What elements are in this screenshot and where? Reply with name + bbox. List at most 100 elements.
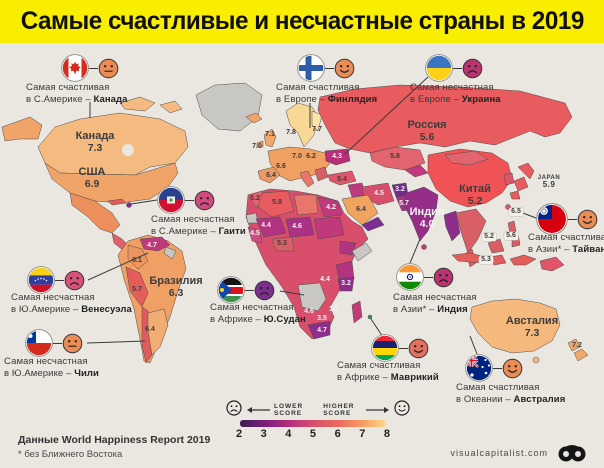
sad-face-icon bbox=[433, 267, 454, 287]
legend-tick: 5 bbox=[309, 428, 317, 440]
callout-venezuela-label: Самая несчастная в Ю.Америке – Венесуэла bbox=[11, 292, 132, 315]
callout-taiwan bbox=[536, 203, 598, 235]
callout-haiti-label: Самая несчастная в С.Америке – Гаити bbox=[151, 214, 246, 237]
region-china bbox=[427, 148, 513, 208]
region-italy bbox=[299, 170, 315, 188]
region-ukraine bbox=[324, 148, 351, 166]
region-greenland bbox=[195, 82, 263, 132]
title-bar: Самые счастливые и несчастные страны в 2… bbox=[0, 0, 604, 43]
india-flag-icon bbox=[396, 263, 424, 291]
callout-chile bbox=[25, 329, 83, 357]
mauritius-flag-icon bbox=[371, 334, 399, 362]
flag-face-connector bbox=[493, 367, 502, 369]
ssudan-flag-icon bbox=[217, 276, 245, 304]
flag-face-connector bbox=[185, 199, 194, 201]
right-arrow-icon bbox=[366, 401, 390, 419]
legend-higher-label: HIGHER SCORE bbox=[323, 403, 355, 417]
region-mongolia bbox=[444, 150, 489, 166]
callout-south-sudan-label: Самая несчастная в Африке – Ю.Судан bbox=[210, 302, 306, 325]
happy-face-icon bbox=[334, 58, 355, 78]
legend-gradient-bar bbox=[240, 420, 386, 427]
left-arrow-icon bbox=[246, 401, 270, 419]
ukraine-flag-icon bbox=[425, 54, 453, 82]
continent-south-america bbox=[117, 234, 187, 364]
continent-north-america bbox=[1, 96, 189, 252]
region-sudan bbox=[313, 216, 345, 240]
sad-face-icon bbox=[64, 270, 85, 290]
region-indochina bbox=[455, 208, 487, 254]
visual-capitalist-logo-icon bbox=[554, 437, 590, 468]
region-tanzania bbox=[337, 276, 355, 292]
callout-chile-label: Самая несчастная в Ю.Америке – Чили bbox=[4, 356, 99, 379]
continent-oceania bbox=[469, 298, 589, 364]
region-argentina bbox=[147, 308, 169, 356]
happy-face-icon bbox=[62, 333, 83, 353]
legend-tick: 3 bbox=[260, 428, 267, 440]
finland-flag-icon bbox=[297, 54, 325, 82]
region-india bbox=[403, 186, 439, 242]
callout-haiti bbox=[157, 186, 215, 214]
flag-face-connector bbox=[55, 279, 64, 281]
region-south-africa bbox=[307, 320, 331, 340]
legend-row: LOWER SCORE HIGHER SCORE bbox=[226, 399, 410, 421]
region-finland bbox=[311, 110, 323, 132]
region-nigeria bbox=[271, 236, 295, 252]
legend-tick: 6 bbox=[334, 428, 341, 440]
legend-scale-ticks: 2 3 4 5 6 7 8 bbox=[236, 428, 390, 440]
region-turkey bbox=[327, 170, 357, 186]
callout-ukraine-label: Самая несчастная в Европе – Украина bbox=[410, 82, 501, 105]
callout-mauritius-label: Самая счастливая в Африке – Маврикий bbox=[337, 360, 439, 383]
region-taiwan bbox=[505, 204, 511, 210]
sad-face-icon bbox=[462, 58, 483, 78]
region-indonesia bbox=[451, 252, 487, 264]
chile-flag-icon bbox=[25, 329, 53, 357]
region-spain bbox=[257, 166, 281, 184]
flag-face-connector bbox=[424, 276, 433, 278]
region-haiti bbox=[126, 202, 132, 208]
callout-finland bbox=[297, 54, 355, 82]
flag-face-connector bbox=[325, 67, 334, 69]
region-australia bbox=[469, 298, 561, 354]
region-libya bbox=[293, 194, 319, 216]
haiti-flag-icon bbox=[157, 186, 185, 214]
region-mali bbox=[255, 216, 287, 238]
callout-mauritius bbox=[371, 334, 429, 362]
region-madagascar bbox=[351, 300, 363, 324]
callout-canada-label: Самая счастливая в С.Америке – Канада bbox=[26, 82, 128, 105]
flag-face-connector bbox=[53, 342, 62, 344]
happy-face-icon bbox=[408, 338, 429, 358]
sad-face-icon bbox=[226, 399, 242, 421]
callout-australia-label: Самая счастливая в Океании – Австралия bbox=[456, 382, 566, 405]
region-ethiopia bbox=[339, 240, 357, 256]
region-cuba bbox=[107, 198, 127, 206]
callout-venezuela bbox=[27, 266, 85, 294]
region-new-zealand bbox=[567, 338, 581, 352]
legend-tick: 2 bbox=[236, 428, 243, 440]
legend-tick: 4 bbox=[285, 428, 292, 440]
legend-tick: 7 bbox=[359, 428, 366, 440]
flag-face-connector bbox=[89, 67, 98, 69]
flag-face-connector bbox=[245, 289, 254, 291]
region-uk bbox=[263, 128, 277, 148]
callout-finland-label: Самая счастливая в Европе – Финлядия bbox=[276, 82, 378, 105]
region-no-data bbox=[297, 282, 327, 312]
region-saudi-arabia bbox=[341, 194, 379, 226]
sad-face-icon bbox=[194, 190, 215, 210]
region-algeria bbox=[257, 190, 295, 218]
footnote-text: * без Ближнего Востока bbox=[18, 449, 123, 460]
australia-flag-icon bbox=[465, 354, 493, 382]
region-peru bbox=[125, 266, 149, 308]
site-link[interactable]: visualcapitalist.com bbox=[450, 448, 548, 458]
callout-india bbox=[396, 263, 454, 291]
taiwan-flag-icon bbox=[536, 203, 568, 235]
continent-asia bbox=[317, 84, 573, 272]
callout-canada bbox=[61, 54, 119, 82]
happy-face-icon bbox=[394, 399, 410, 421]
region-myanmar bbox=[443, 210, 461, 242]
callout-india-label: Самая несчастная в Азии* – Индия bbox=[393, 292, 477, 315]
legend: LOWER SCORE HIGHER SCORE 2 3 4 5 6 7 8 bbox=[226, 399, 410, 440]
data-source-text: Данные World Happiness Report 2019 bbox=[18, 434, 211, 446]
